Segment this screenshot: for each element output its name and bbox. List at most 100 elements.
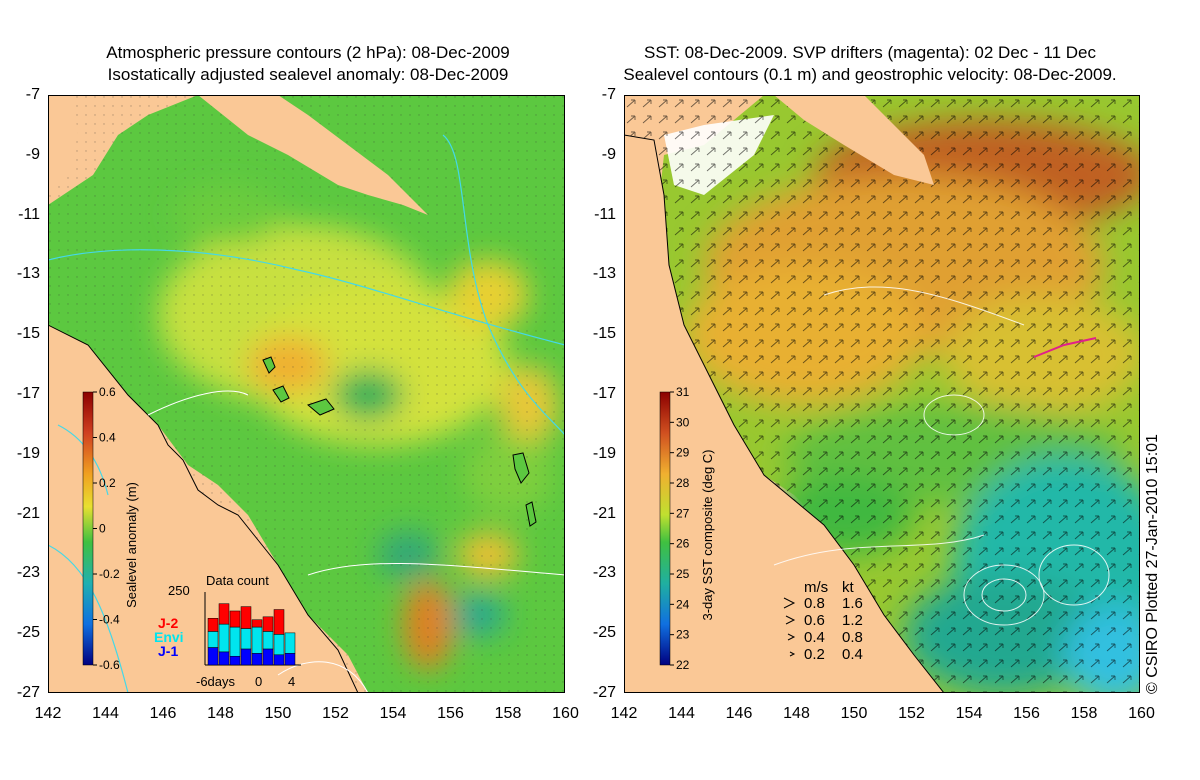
colorbar-tick-label: 25 <box>676 567 690 581</box>
x-tick-label: 144 <box>92 705 119 722</box>
x-tick-label: 152 <box>322 705 349 722</box>
data-count-bar-j1 <box>229 655 241 666</box>
velocity-legend: m/s kt 0.8 1.60.6 1.20.4 0.80.2 0.4 <box>783 579 863 663</box>
colorbar-tick-label: -0.4 <box>99 613 120 627</box>
velocity-arrow-icon <box>783 597 796 609</box>
colorbar-tick-label: 23 <box>676 628 690 642</box>
x-tick-label: 146 <box>149 705 177 722</box>
x-tick-label: 142 <box>34 705 62 722</box>
y-tick-label: -19 <box>592 444 616 462</box>
sealevel-anomaly-map: Data count 250 -6days 0 4 J-2 Envi J-1 <box>48 95 565 693</box>
right-colorbar: 31 30 29 28 27 26 25 24 23 22 3-day SST composite… <box>659 385 715 672</box>
y-tick-label: -19 <box>16 444 40 462</box>
data-count-bar-j2 <box>262 616 274 632</box>
data-count-bar-j2 <box>207 618 219 632</box>
x-tick-label: 146 <box>725 705 753 722</box>
y-tick-label: -7 <box>25 86 40 103</box>
y-tick-label: -23 <box>16 564 40 582</box>
data-count-ymax: 250 <box>168 583 190 598</box>
velocity-ms-value: 0.6 <box>804 612 825 629</box>
sst-map: 31 30 29 28 27 26 25 24 23 22 3-day SST composite… <box>624 95 1140 693</box>
colorbar-tick-label: 0.4 <box>99 431 116 445</box>
velocity-ms-value: 0.4 <box>804 629 825 646</box>
y-tick-label: -17 <box>16 385 40 402</box>
right-colorbar-label: 3-day SST composite (deg C) <box>700 450 715 621</box>
y-tick-label: -15 <box>592 325 616 343</box>
left-colorbar: 0.6 0.4 0.2 0 -0.2 -0.4 -0.6 Sealevel anomaly … <box>82 385 139 672</box>
colorbar-tick-label: 0.2 <box>99 476 116 490</box>
data-count-bar-j1 <box>207 647 219 666</box>
y-tick-label: -7 <box>601 86 616 103</box>
colorbar-tick-label: 24 <box>676 597 690 611</box>
data-count-bar-j2 <box>251 619 263 628</box>
x-tick-label: 142 <box>610 705 638 722</box>
x-tick-label: 148 <box>207 705 234 722</box>
data-count-bar-envi <box>251 626 263 654</box>
right-title-line1: SST: 08-Dec-2009. SVP drifters (magenta)… <box>644 43 1096 62</box>
velocity-ms-value: 0.2 <box>804 646 825 663</box>
left-title-line2: Isostatically adjusted sealevel anomaly:… <box>107 65 509 84</box>
velocity-arrow-icon <box>787 633 796 641</box>
data-count-bar-envi <box>273 634 285 656</box>
velocity-header-kt: kt <box>842 579 855 596</box>
velocity-ms-value: 0.8 <box>804 595 825 612</box>
x-tick-label: 150 <box>840 705 868 722</box>
y-tick-label: -11 <box>594 205 616 223</box>
y-tick-label: -13 <box>592 265 616 283</box>
x-tick-label: 158 <box>494 705 522 722</box>
x-tick-label: 160 <box>1128 705 1155 722</box>
data-count-bar-j1 <box>273 654 285 666</box>
australia-coast-right <box>624 134 945 693</box>
x-tick-label: 156 <box>1013 705 1040 722</box>
islands <box>262 356 537 527</box>
y-tick-label: -21 <box>16 504 40 522</box>
y-tick-label: -23 <box>592 564 616 582</box>
colorbar-tick-label: 30 <box>676 415 690 429</box>
x-tick-label: 160 <box>552 705 579 722</box>
y-tick-label: -9 <box>25 145 40 163</box>
velocity-kt-value: 0.8 <box>842 629 863 646</box>
pressure-contours <box>48 134 565 693</box>
y-tick-label: -17 <box>592 385 616 402</box>
y-tick-label: -13 <box>16 265 40 283</box>
colorbar-tick-label: 28 <box>676 476 690 490</box>
colorbar-tick-label: 0.6 <box>99 385 116 399</box>
x-tick-label: 150 <box>264 705 292 722</box>
velocity-kt-value: 0.4 <box>842 646 863 663</box>
data-count-bar-envi <box>240 628 252 650</box>
png-landmass <box>188 95 428 215</box>
png-landmass-right <box>774 95 934 185</box>
y-tick-label: -27 <box>592 684 616 701</box>
data-count-bar-j1 <box>218 651 230 666</box>
data-count-bar-j2 <box>240 606 252 629</box>
x-tick-label: 152 <box>898 705 925 722</box>
y-tick-label: -21 <box>592 504 616 522</box>
x-tick-label: 148 <box>783 705 810 722</box>
colorbar-tick-label: 27 <box>676 506 690 520</box>
legend-j2: J-2 <box>158 615 178 631</box>
data-count-xtick-2: 4 <box>288 674 295 689</box>
colorbar-tick-label: 26 <box>676 537 690 551</box>
velocity-header-ms: m/s <box>804 579 828 596</box>
x-tick-label: 154 <box>379 705 407 722</box>
data-count-bar-j1 <box>251 653 263 666</box>
legend-j1: J-1 <box>158 643 178 659</box>
velocity-kt-value: 1.2 <box>842 612 863 629</box>
colorbar-tick-label: -0.2 <box>99 567 120 581</box>
australia-coast <box>48 324 359 693</box>
x-tick-label: 144 <box>668 705 695 722</box>
x-tick-label: 158 <box>1070 705 1098 722</box>
data-count-xtick-1: 0 <box>255 674 262 689</box>
velocity-kt-value: 1.6 <box>842 595 863 612</box>
data-count-bar-envi <box>218 623 230 653</box>
colorbar-tick-label: 22 <box>676 658 690 672</box>
svp-drifter-track <box>1033 337 1097 358</box>
ocean-field <box>48 95 565 693</box>
y-tick-label: -9 <box>601 145 616 163</box>
x-tick-label: 156 <box>437 705 464 722</box>
data-count-bar-envi <box>262 631 274 650</box>
sealevel-contours <box>773 286 1110 626</box>
data-count-title: Data count <box>206 573 269 588</box>
data-count-bar-j1 <box>262 648 274 666</box>
data-count-bar-j2 <box>273 609 285 635</box>
